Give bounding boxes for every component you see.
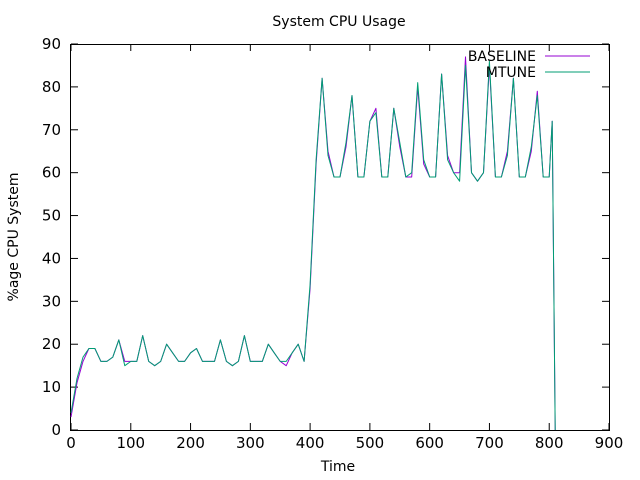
y-tick-label: 0 [51, 421, 61, 439]
y-tick-label: 50 [42, 207, 61, 225]
x-tick-label: 100 [116, 434, 145, 452]
x-tick-label: 800 [535, 434, 564, 452]
x-tick-label: 900 [595, 434, 624, 452]
x-tick-label: 400 [296, 434, 325, 452]
x-tick-label: 500 [356, 434, 385, 452]
x-tick-label: 200 [176, 434, 205, 452]
x-axis-ticks: 0 100 200 300 400 500 600 700 800 900 [66, 44, 623, 452]
x-axis-title: Time [320, 459, 355, 475]
x-tick-label: 300 [236, 434, 265, 452]
y-tick-label: 30 [42, 292, 61, 310]
plot-area-border [70, 44, 610, 431]
y-tick-label: 60 [42, 164, 61, 182]
chart-title: System CPU Usage [272, 14, 405, 30]
x-tick-label: 700 [475, 434, 504, 452]
y-tick-label: 40 [42, 249, 61, 267]
series-line-mtune [70, 60, 556, 431]
y-axis-title: %age CPU System [6, 173, 22, 302]
x-tick-label: 600 [415, 434, 444, 452]
legend-label: BASELINE [468, 49, 536, 65]
legend-label: MTUNE [486, 65, 536, 81]
y-tick-label: 10 [42, 378, 61, 396]
series-lines [70, 56, 556, 431]
x-tick-label: 0 [66, 434, 76, 452]
y-tick-label: 90 [42, 35, 61, 53]
y-tick-label: 20 [42, 335, 61, 353]
y-tick-label: 80 [42, 78, 61, 96]
y-axis-ticks: 0 10 20 30 40 50 60 70 80 90 [42, 35, 609, 439]
series-line-baseline [70, 56, 556, 431]
y-tick-label: 70 [42, 121, 61, 139]
